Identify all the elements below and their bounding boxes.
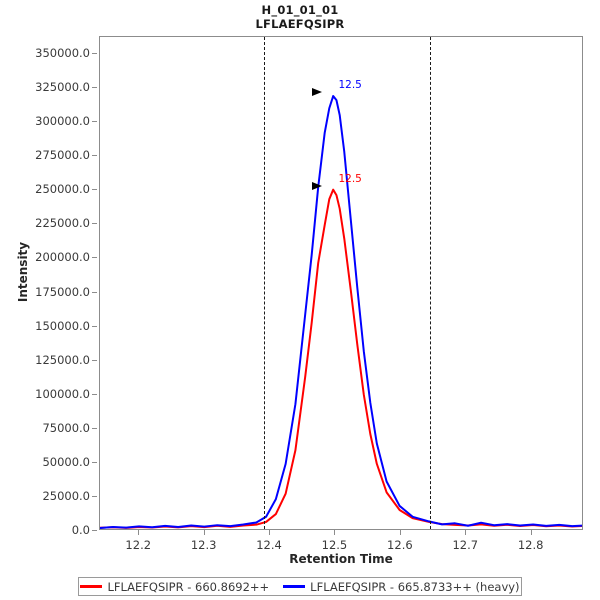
y-axis-tick-mark (92, 87, 97, 89)
y-axis-tick-mark (92, 257, 97, 259)
peak-apex-marker-heavy[interactable] (312, 88, 323, 97)
x-axis-tick-label: 12.7 (452, 538, 479, 552)
chart-legend[interactable]: LFLAEFQSIPR - 660.8692++ LFLAEFQSIPR - 66… (78, 577, 522, 596)
legend-color-swatch (283, 585, 306, 588)
x-axis-tick-label: 12.2 (125, 538, 152, 552)
y-axis-tick-label: 200000.0 (35, 250, 90, 265)
y-axis-tick-mark (92, 461, 97, 463)
y-axis-tick-label: 275000.0 (35, 148, 90, 163)
x-axis-tick-label: 12.4 (256, 538, 282, 552)
legend-entry[interactable]: LFLAEFQSIPR - 660.8692++ (80, 580, 269, 594)
x-axis-tick-mark (334, 530, 336, 535)
y-axis-tick-label: 100000.0 (35, 386, 90, 401)
trace-line (100, 188, 582, 529)
y-axis-tick-label: 125000.0 (35, 352, 90, 367)
x-axis-title: Retention Time (289, 552, 393, 566)
x-axis-tick-mark (399, 530, 401, 535)
y-axis-ticks (0, 36, 99, 531)
y-axis-tick-label: 0.0 (71, 523, 90, 537)
x-axis-tick-mark (465, 530, 467, 535)
legend-label: LFLAEFQSIPR - 665.8733++ (heavy) (310, 579, 520, 594)
x-axis-tick-mark (269, 530, 271, 535)
y-axis-tick-label: 350000.0 (35, 46, 90, 61)
y-axis-tick-mark (92, 495, 97, 497)
peak-apex-label-light: 12.5 (338, 173, 362, 186)
y-axis-title: Intensity (16, 241, 30, 303)
title-line-peptide: LFLAEFQSIPR (255, 17, 345, 31)
y-axis-tick-label: 300000.0 (35, 114, 90, 129)
y-axis-labels: 350000.0 325000.0 300000.0 275000.0 250000.0… (0, 36, 90, 537)
x-axis-tick-label: 12.3 (190, 538, 217, 552)
y-axis-tick-mark (92, 359, 97, 361)
y-axis-tick-label: 75000.0 (42, 420, 90, 435)
y-axis-tick-label: 175000.0 (35, 284, 90, 299)
peak-apex-marker-light[interactable] (312, 182, 323, 191)
y-axis-tick-mark (92, 223, 97, 225)
integration-boundary-start[interactable] (263, 37, 265, 529)
y-axis-tick-label: 250000.0 (35, 182, 90, 197)
peak-apex-label-heavy: 12.5 (338, 79, 362, 92)
y-axis-tick-label: 150000.0 (35, 318, 90, 333)
x-axis-tick-label: 12.5 (321, 538, 348, 552)
y-axis-tick-mark (92, 393, 97, 395)
y-axis-tick-label: 325000.0 (35, 80, 90, 95)
y-axis-tick-mark (92, 53, 97, 55)
integration-boundary-end[interactable] (430, 37, 432, 529)
y-axis-tick-label: 50000.0 (42, 454, 90, 469)
legend-entry[interactable]: LFLAEFQSIPR - 665.8733++ (heavy) (283, 579, 520, 594)
x-axis-tick-label: 12.6 (387, 538, 413, 552)
trace-line (100, 95, 582, 529)
y-axis-tick-label: 225000.0 (35, 216, 90, 231)
x-axis-tick-mark (530, 530, 532, 535)
y-axis-tick-mark (92, 189, 97, 191)
y-axis-tick-mark (92, 121, 97, 123)
page-title: H_01_01_01 LFLAEFQSIPR (0, 3, 600, 31)
chromatogram-traces (100, 95, 582, 529)
y-axis-tick-mark (92, 155, 97, 157)
y-axis-tick-mark (92, 427, 97, 429)
x-axis-tick-mark (138, 530, 140, 535)
plot-area[interactable] (99, 36, 583, 530)
x-axis-tick-label: 12.8 (517, 538, 544, 552)
legend-label: LFLAEFQSIPR - 660.8692++ (107, 579, 270, 594)
y-axis-tick-mark (92, 530, 97, 531)
y-axis-tick-mark (92, 325, 97, 327)
title-line-replicate: H_01_01_01 (261, 3, 339, 17)
legend-color-swatch (80, 585, 103, 588)
y-axis-tick-label: 25000.0 (42, 488, 90, 503)
x-axis-ticks: 12.2 12.3 12.4 12.5 12.6 12.7 12.8 (99, 530, 583, 560)
y-axis-tick-mark (92, 291, 97, 293)
x-axis-tick-mark (203, 530, 205, 535)
